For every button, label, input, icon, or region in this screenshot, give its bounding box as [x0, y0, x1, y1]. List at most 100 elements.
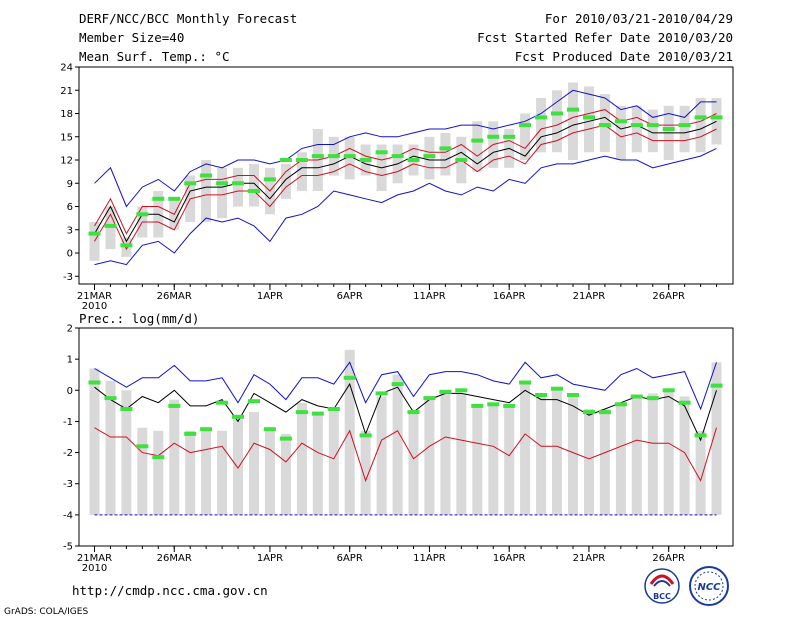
temperature-x-tick-label: 26MAR — [157, 291, 192, 302]
temperature-x-tick-label: 11APR — [413, 291, 446, 302]
precipitation-x-tick-label: 26APR — [652, 553, 685, 564]
precipitation-observed-mark — [598, 410, 611, 415]
precipitation-range-box — [280, 433, 291, 515]
temperature-y-tick-label: 6 — [67, 202, 73, 213]
precipitation-observed-mark — [343, 375, 356, 380]
precipitation-observed-mark — [407, 410, 420, 415]
temperature-observed-mark — [168, 196, 181, 201]
temperature-range-box — [631, 105, 642, 153]
temperature-year-label: 2010 — [82, 301, 107, 312]
temperature-y-tick-label: 0 — [67, 249, 73, 260]
precipitation-range-box — [424, 399, 435, 515]
precipitation-range-box — [89, 368, 100, 515]
temperature-range-box — [552, 90, 562, 153]
temperature-ensemble-max-line — [94, 89, 717, 208]
temperature-observed-mark — [439, 146, 452, 151]
precipitation-observed-mark — [678, 400, 691, 405]
forecast-period: For 2010/03/21-2010/04/29 — [545, 11, 733, 26]
variable-label: Mean Surf. Temp.: °C — [79, 49, 230, 64]
temperature-observed-mark — [104, 223, 117, 228]
precipitation-range-box — [599, 409, 610, 515]
temperature-range-box — [568, 82, 578, 160]
temperature-observed-mark — [375, 150, 388, 155]
precipitation-observed-mark — [710, 383, 723, 388]
temperature-range-box — [296, 152, 307, 192]
precipitation-range-box — [584, 409, 594, 515]
temperature-observed-mark — [200, 173, 213, 178]
precipitation-range-box — [679, 396, 690, 515]
precipitation-y-tick-label: -2 — [63, 448, 73, 459]
precipitation-observed-mark — [279, 436, 292, 441]
precipitation-y-tick-label: 0 — [67, 386, 73, 397]
temperature-observed-mark — [598, 123, 611, 128]
temperature-x-tick-label: 26APR — [652, 291, 685, 302]
temperature-x-tick-label: 21MAR — [77, 291, 112, 302]
precipitation-observed-mark — [551, 386, 563, 391]
precipitation-observed-mark — [439, 389, 452, 394]
precipitation-observed-mark — [136, 444, 149, 449]
precipitation-range-box — [456, 393, 467, 515]
precipitation-range-box — [631, 396, 642, 515]
precipitation-range-box — [536, 393, 547, 515]
temperature-observed-mark — [184, 181, 197, 186]
temperature-x-tick-label: 1APR — [257, 291, 283, 302]
temperature-observed-mark — [88, 231, 101, 236]
temperature-range-box — [249, 163, 259, 207]
precipitation-observed-mark — [614, 402, 627, 407]
temperature-y-tick-label: 21 — [60, 86, 73, 97]
precipitation-range-box — [360, 430, 371, 515]
precipitation-x-tick-label: 21APR — [573, 553, 606, 564]
temperature-y-tick-label: 12 — [60, 156, 73, 167]
chart-title: DERF/NCC/BCC Monthly Forecast — [79, 11, 297, 26]
precipitation-range-box — [520, 380, 531, 515]
precipitation-observed-mark — [359, 433, 372, 438]
precipitation-range-box — [440, 393, 451, 515]
precipitation-x-tick-label: 1APR — [257, 553, 283, 564]
precipitation-observed-mark — [104, 396, 117, 401]
precipitation-observed-mark — [248, 399, 260, 404]
precipitation-observed-mark — [471, 403, 484, 408]
produced-date: Fcst Produced Date 2010/03/21 — [515, 49, 733, 64]
temperature-observed-mark — [551, 111, 563, 116]
precip-title: Prec.: log(mm/d) — [79, 311, 199, 326]
precipitation-observed-mark — [152, 455, 165, 460]
precipitation-range-box — [615, 402, 626, 515]
temperature-ensemble-mean-line — [94, 116, 717, 243]
temperature-observed-mark — [487, 134, 500, 139]
precipitation-observed-mark — [295, 410, 308, 415]
temperature-observed-mark — [694, 115, 707, 120]
precipitation-x-tick-label: 16APR — [493, 553, 526, 564]
precipitation-observed-mark — [503, 403, 516, 408]
temperature-observed-mark — [248, 189, 260, 193]
precipitation-ensemble-max-line — [94, 361, 717, 411]
temperature-observed-mark — [678, 123, 691, 128]
temperature-observed-mark — [535, 115, 548, 120]
precipitation-observed-mark — [535, 393, 548, 397]
temperature-observed-mark — [630, 123, 643, 128]
precipitation-range-box — [249, 412, 259, 515]
temperature-range-box — [520, 113, 531, 160]
temperature-y-tick-label: 15 — [60, 132, 73, 143]
precipitation-observed-mark — [583, 410, 595, 415]
temperature-y-tick-label: 9 — [67, 179, 73, 190]
precipitation-observed-mark — [519, 380, 532, 385]
temperature-observed-mark — [152, 196, 165, 201]
temperature-observed-mark — [519, 123, 532, 128]
temperature-mean-minus-std-line — [94, 124, 717, 251]
precipitation-range-box — [488, 405, 499, 515]
precipitation-observed-mark — [487, 402, 500, 407]
temperature-range-box — [217, 167, 228, 219]
temperature-observed-mark — [503, 134, 516, 139]
temperature-observed-mark — [120, 243, 133, 248]
precipitation-observed-mark — [391, 382, 404, 387]
temperature-observed-mark — [646, 123, 659, 128]
precipitation-range-box — [568, 393, 578, 515]
temperature-range-box — [440, 132, 451, 176]
temperature-range-box — [679, 105, 690, 153]
precipitation-range-box — [105, 380, 116, 515]
temperature-y-tick-label: 24 — [60, 63, 73, 74]
precipitation-range-box — [376, 396, 387, 515]
source-url[interactable]: http://cmdp.ncc.cma.gov.cn — [72, 583, 268, 598]
precipitation-observed-mark — [694, 433, 707, 438]
svg-text:NCC: NCC — [697, 582, 721, 593]
